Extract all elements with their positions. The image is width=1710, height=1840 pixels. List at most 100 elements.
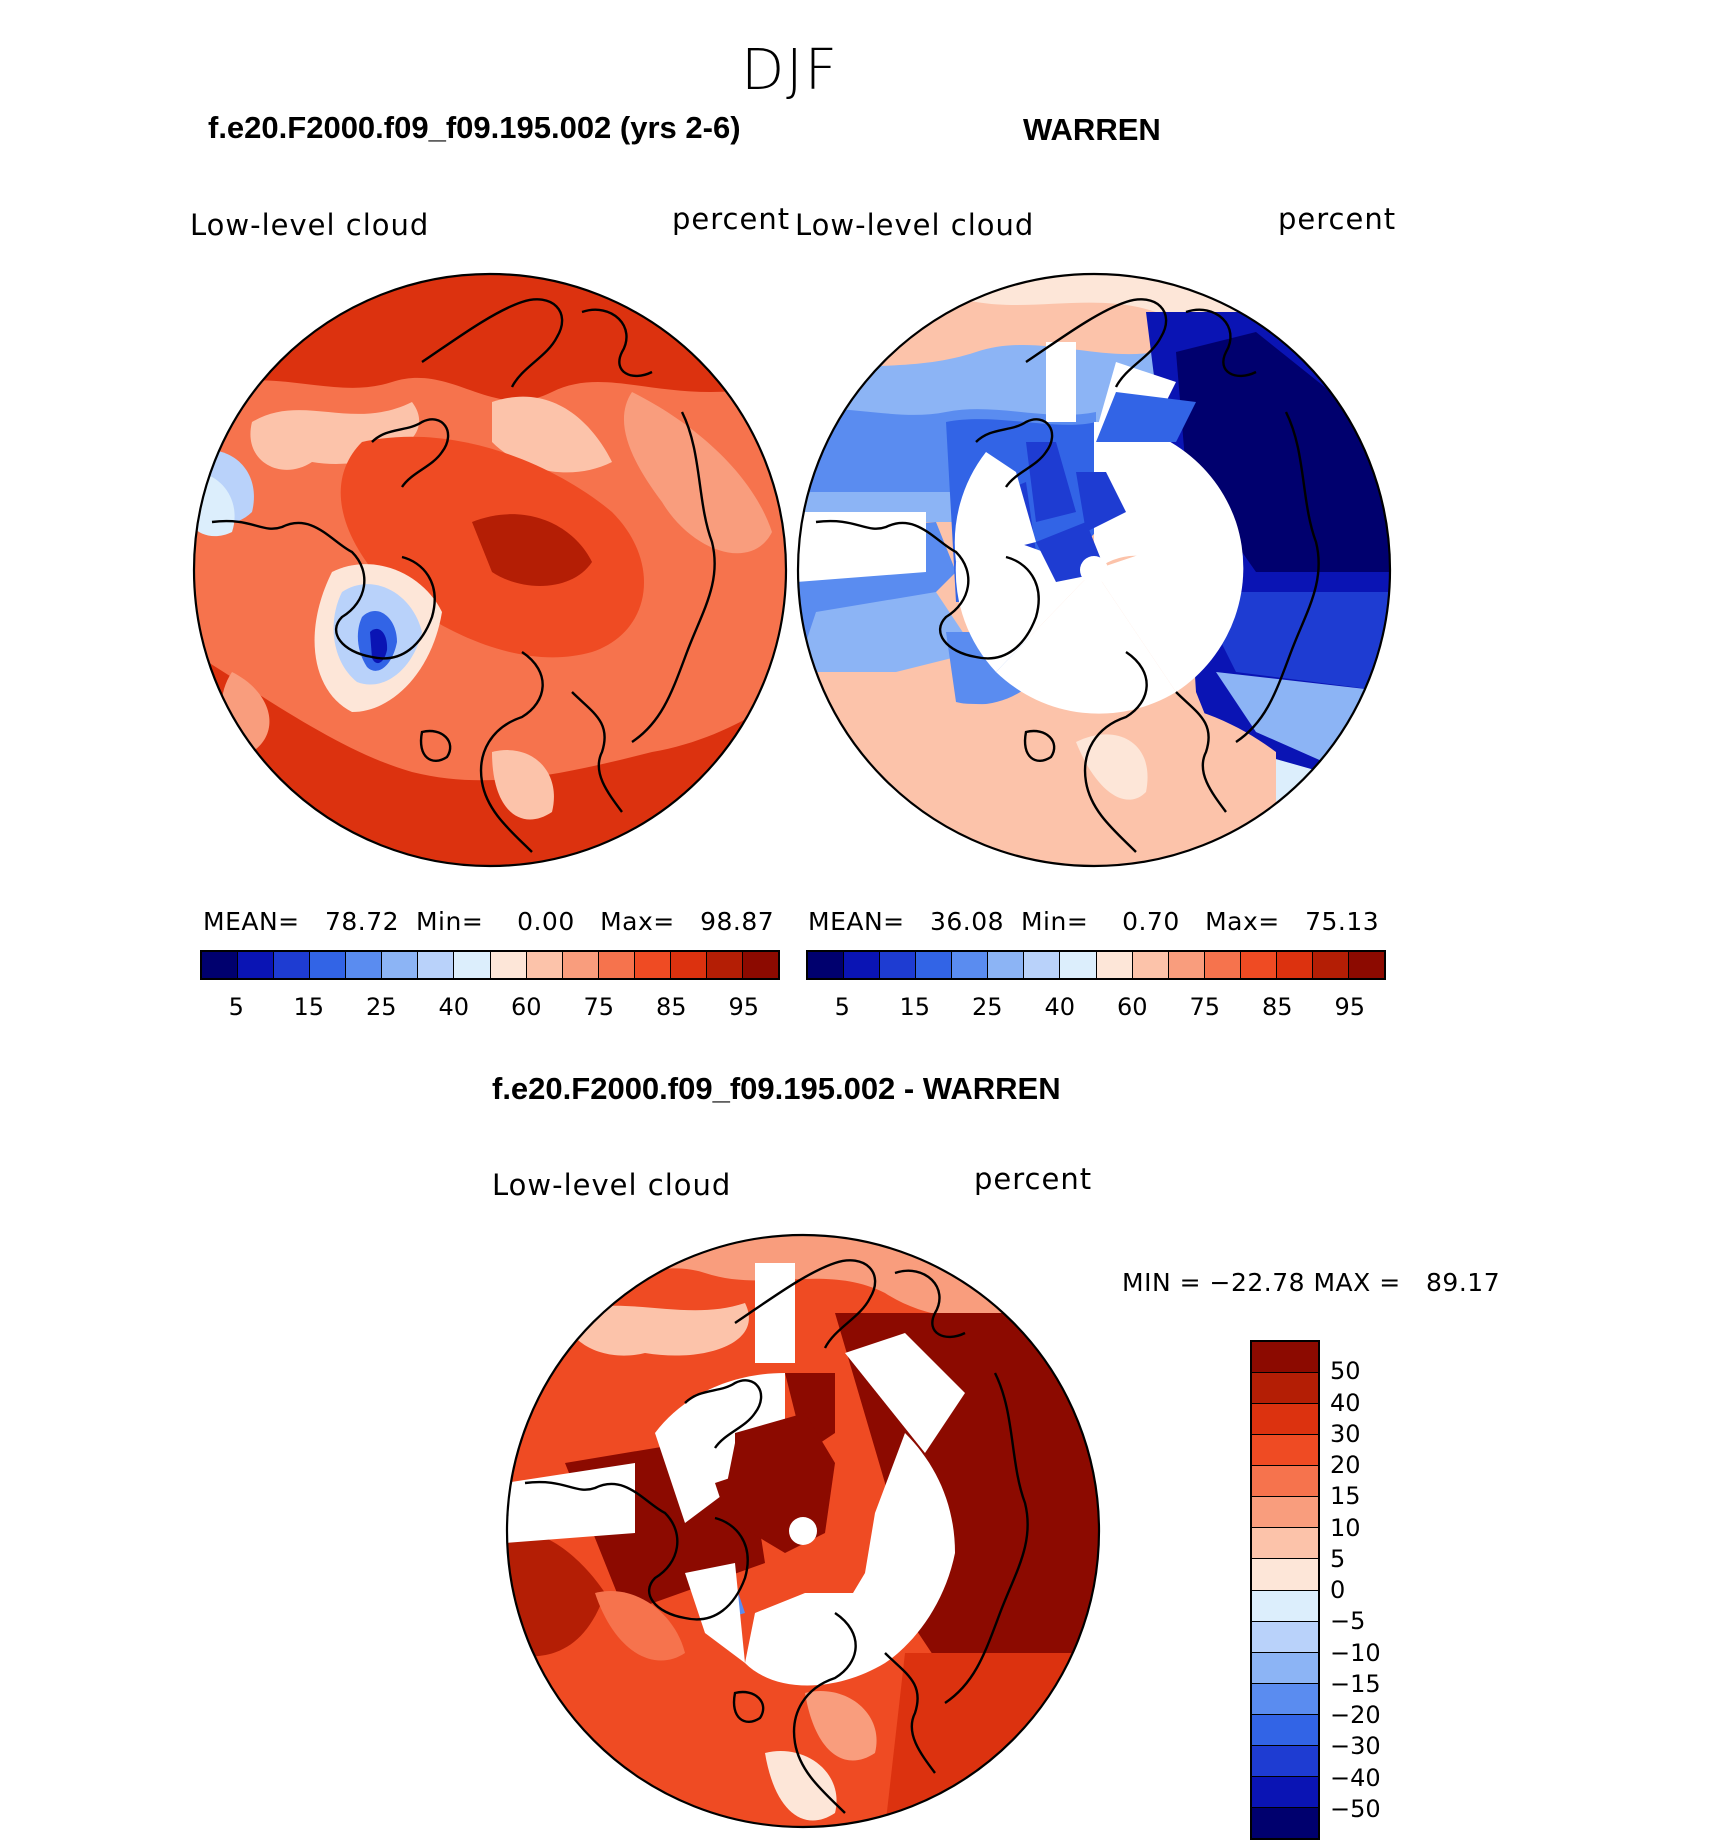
panel1-colorbar	[200, 950, 780, 980]
diff-colorbar	[1250, 1340, 1320, 1840]
panel2-colorbar-swatch	[988, 952, 1025, 978]
panel1-variable-label: Low-level cloud	[190, 208, 430, 242]
diff-colorbar-tick-label: −30	[1330, 1732, 1381, 1761]
diff-min-value: −22.78	[1209, 1268, 1306, 1297]
panel1-colorbar-tick-label: 40	[438, 993, 470, 1021]
panel1-colorbar-tick-label: 60	[510, 993, 542, 1021]
diff-colorbar-swatch	[1252, 1807, 1318, 1838]
diff-max-value: 89.17	[1426, 1268, 1501, 1297]
panel2-colorbar-tick-label: 15	[899, 993, 931, 1021]
panel2-colorbar-tick-label: 75	[1189, 993, 1221, 1021]
panel2-colorbar-swatch	[1240, 952, 1277, 978]
panel1-colorbar-tick-label: 25	[365, 993, 397, 1021]
panel2-colorbar-swatch	[916, 952, 953, 978]
diff-colorbar-tick-label: −15	[1330, 1669, 1381, 1698]
panel1-colorbar-swatch	[418, 952, 455, 978]
diff-colorbar-tick-label: 20	[1330, 1451, 1361, 1479]
panel1-colorbar-tick-label: 15	[293, 993, 325, 1021]
panel2-colorbar-swatch	[808, 952, 845, 978]
diff-colorbar-tick-label: −40	[1330, 1763, 1381, 1792]
diff-colorbar-tick-label: 40	[1330, 1388, 1361, 1417]
panel1-colorbar-swatch	[346, 952, 383, 978]
panel1-colorbar-swatch	[598, 952, 635, 978]
panel2-colorbar-swatch	[880, 952, 917, 978]
diff-colorbar-tick-label: 50	[1330, 1357, 1361, 1386]
panel1-colorbar-swatch	[454, 952, 491, 978]
diff-colorbar-swatch	[1252, 1590, 1318, 1622]
panel2-variable-label: Low-level cloud	[795, 208, 1035, 242]
diff-colorbar-tick-label: −20	[1330, 1701, 1381, 1729]
panel2-colorbar-swatch	[1060, 952, 1097, 978]
diff-colorbar-tick-label: 30	[1330, 1419, 1361, 1448]
panel2-max-label: Max=	[1205, 907, 1280, 936]
panel2-min-value: 0.70	[1122, 907, 1180, 936]
panel1-stats: MEAN= 78.72 Min= 0.00 Max= 98.87	[203, 907, 774, 936]
panel2-mean-value: 36.08	[929, 907, 1005, 936]
panel1-colorbar-tick-label: 5	[228, 993, 244, 1021]
panel2-colorbar-swatch	[1024, 952, 1061, 978]
panel1-colorbar-swatch	[670, 952, 707, 978]
panel2-colorbar-tick-label: 5	[834, 993, 850, 1021]
diff-colorbar-swatch	[1252, 1559, 1318, 1591]
diff-title: f.e20.F2000.f09_f09.195.002 - WARREN	[492, 1071, 1061, 1106]
panel1-colorbar-swatch	[706, 952, 743, 978]
panel1-colorbar-swatch	[742, 952, 778, 978]
season-title: DJF	[741, 38, 839, 103]
panel2-min-label: Min=	[1020, 907, 1089, 936]
diff-polar-map	[505, 1233, 1101, 1829]
panel1-min-label: Min=	[415, 907, 484, 936]
diff-min-label: MIN =	[1122, 1268, 1202, 1297]
panel1-colorbar-swatch	[382, 952, 419, 978]
diff-colorbar-tick-label: 5	[1330, 1544, 1346, 1573]
diff-colorbar-tick-label: 10	[1330, 1513, 1361, 1542]
panel1-min-value: 0.00	[517, 907, 575, 936]
panel1-colorbar-swatch	[562, 952, 599, 978]
diff-colorbar-swatch	[1252, 1466, 1318, 1498]
panel1-colorbar-tick-label: 85	[655, 993, 687, 1021]
panel2-case-title: WARREN	[1023, 112, 1161, 147]
diff-colorbar-tick-label: −5	[1330, 1607, 1366, 1636]
panel1-units-label: percent	[672, 202, 791, 236]
diff-colorbar-swatch	[1252, 1435, 1318, 1467]
panel2-colorbar-swatch	[952, 952, 989, 978]
panel1-colorbar-swatch	[634, 952, 671, 978]
panel2-colorbar	[806, 950, 1386, 980]
diff-colorbar-tick-label: −50	[1330, 1794, 1381, 1823]
panel1-colorbar-swatch	[526, 952, 563, 978]
panel2-colorbar-swatch	[1132, 952, 1169, 978]
panel1-colorbar-swatch	[202, 952, 239, 978]
diff-min-max: MIN = −22.78 MAX = 89.17	[1122, 1268, 1500, 1297]
panel1-case-title: f.e20.F2000.f09_f09.195.002 (yrs 2-6)	[208, 110, 741, 145]
panel1-colorbar-tick-label: 75	[583, 993, 615, 1021]
diff-colorbar-swatch	[1252, 1404, 1318, 1436]
diff-colorbar-tick-label: 0	[1330, 1576, 1346, 1604]
diff-colorbar-swatch	[1252, 1776, 1318, 1808]
panel2-units-label: percent	[1278, 202, 1397, 236]
diff-colorbar-tick-label: 15	[1330, 1482, 1361, 1511]
panel2-mean-label: MEAN=	[808, 907, 905, 936]
diff-colorbar-swatch	[1252, 1683, 1318, 1715]
panel1-polar-map	[192, 272, 788, 868]
diff-colorbar-swatch	[1252, 1528, 1318, 1560]
panel2-colorbar-swatch	[1348, 952, 1384, 978]
panel1-colorbar-swatch	[490, 952, 527, 978]
panel1-max-label: Max=	[600, 907, 675, 936]
panel2-colorbar-tick-label: 25	[971, 993, 1003, 1021]
panel2-colorbar-swatch	[844, 952, 881, 978]
panel2-colorbar-swatch	[1204, 952, 1241, 978]
diff-colorbar-swatch	[1252, 1342, 1318, 1374]
diff-colorbar-swatch	[1252, 1621, 1318, 1653]
panel1-mean-value: 78.72	[324, 907, 400, 936]
panel2-colorbar-tick-label: 60	[1116, 993, 1148, 1021]
diff-colorbar-tick-label: −10	[1330, 1638, 1381, 1667]
diff-colorbar-swatch	[1252, 1497, 1318, 1529]
diff-max-label: MAX =	[1313, 1268, 1401, 1297]
panel2-colorbar-swatch	[1168, 952, 1205, 978]
panel2-colorbar-tick-label: 40	[1044, 993, 1076, 1021]
diff-colorbar-swatch	[1252, 1714, 1318, 1746]
panel2-colorbar-tick-label: 95	[1334, 993, 1366, 1021]
panel1-colorbar-tick-label: 95	[728, 993, 760, 1021]
panel1-colorbar-swatch	[238, 952, 275, 978]
panel1-colorbar-swatch	[310, 952, 347, 978]
panel2-stats: MEAN= 36.08 Min= 0.70 Max= 75.13	[808, 907, 1379, 936]
